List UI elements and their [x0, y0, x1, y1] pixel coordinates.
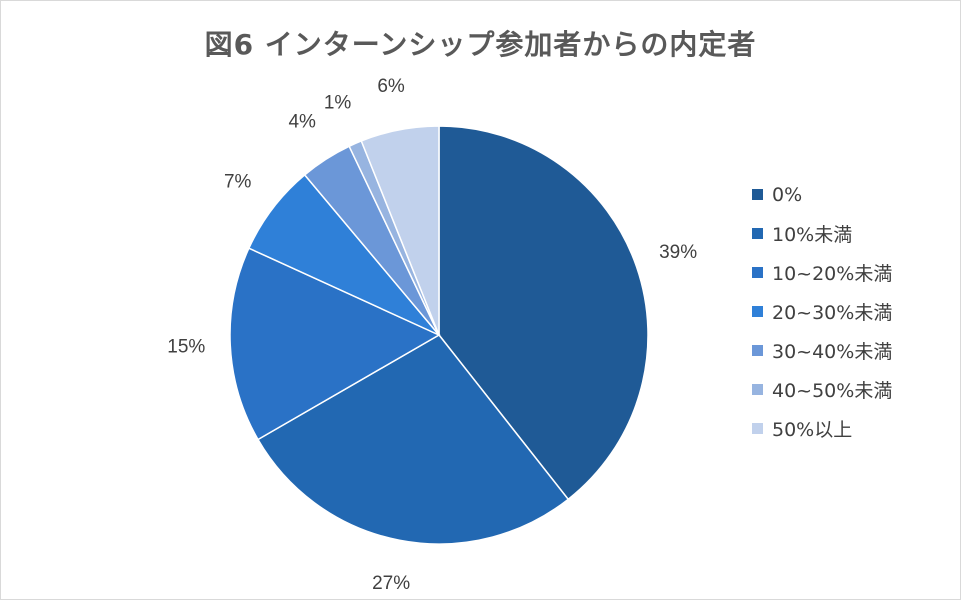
- pie-slice-1: [256, 334, 570, 545]
- legend-item-5: 40~50%未満: [752, 370, 892, 409]
- data-label-4: 4%: [288, 112, 316, 133]
- data-label-5: 1%: [324, 93, 352, 114]
- pie-slice-6: [360, 125, 440, 336]
- data-label-1: 27%: [372, 573, 410, 594]
- legend-label-1: 10%未満: [772, 224, 853, 246]
- pie-slice-0: [438, 125, 649, 501]
- legend-swatch-2: [752, 267, 763, 278]
- legend-swatch-5: [752, 384, 763, 395]
- legend-label-0: 0%: [772, 183, 803, 206]
- legend-swatch-4: [752, 345, 763, 356]
- legend-label-4: 30~40%未満: [772, 341, 893, 363]
- legend-label-6: 50%以上: [772, 419, 853, 441]
- legend-swatch-6: [752, 423, 763, 434]
- data-label-6: 6%: [377, 76, 405, 97]
- legend-item-4: 30~40%未満: [752, 331, 892, 370]
- legend-item-0: 0%: [752, 175, 892, 214]
- legend-label-3: 20~30%未満: [772, 302, 893, 324]
- legend-label-2: 10~20%未満: [772, 263, 893, 285]
- legend-item-2: 10~20%未満: [752, 253, 892, 292]
- legend-label-5: 40~50%未満: [772, 380, 893, 402]
- legend-item-3: 20~30%未満: [752, 292, 892, 331]
- legend: 0% 10%未満 10~20%未満 20~30%未満 30~40%未満 40~50%未満 5…: [752, 175, 892, 448]
- data-label-0: 39%: [659, 242, 697, 263]
- legend-swatch-1: [752, 228, 763, 239]
- data-label-2: 15%: [167, 337, 205, 358]
- pie-slice-2: [229, 247, 441, 441]
- data-label-3: 7%: [224, 171, 252, 192]
- legend-item-6: 50%以上: [752, 409, 892, 448]
- legend-item-1: 10%未満: [752, 214, 892, 253]
- legend-swatch-0: [752, 189, 763, 200]
- chart-title: 図6 インターンシップ参加者からの内定者: [204, 28, 757, 61]
- legend-swatch-3: [752, 306, 763, 317]
